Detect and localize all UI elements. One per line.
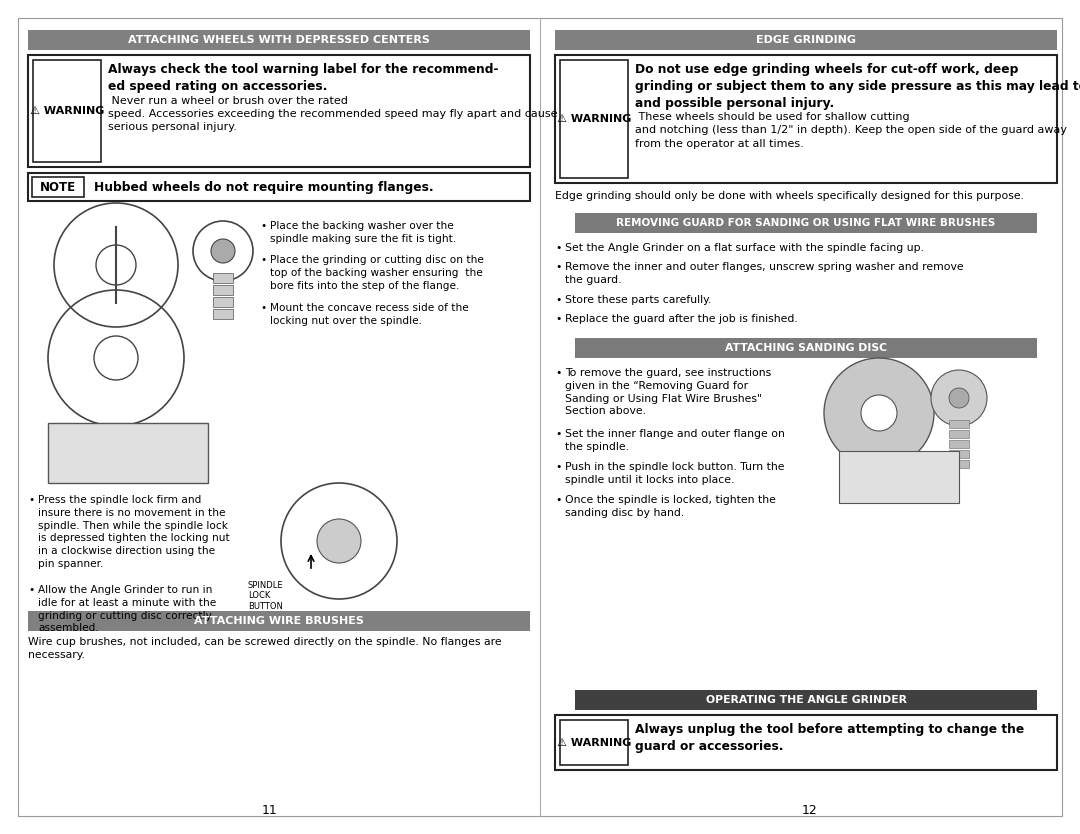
- Text: Replace the guard after the job is finished.: Replace the guard after the job is finis…: [565, 314, 798, 324]
- Circle shape: [318, 519, 361, 563]
- Text: Place the backing washer over the
spindle making sure the fit is tight.: Place the backing washer over the spindl…: [270, 221, 456, 244]
- Text: Once the spindle is locked, tighten the
sanding disc by hand.: Once the spindle is locked, tighten the …: [565, 495, 775, 518]
- Text: Set the Angle Grinder on a flat surface with the spindle facing up.: Set the Angle Grinder on a flat surface …: [565, 243, 924, 253]
- Circle shape: [211, 239, 235, 263]
- Text: ATTACHING SANDING DISC: ATTACHING SANDING DISC: [725, 343, 887, 353]
- Bar: [575, 213, 1037, 233]
- Bar: [48, 423, 208, 483]
- Bar: [949, 460, 969, 468]
- Text: Always check the tool warning label for the recommend-
ed speed rating on access: Always check the tool warning label for …: [108, 63, 499, 93]
- Bar: [28, 611, 530, 631]
- Bar: [213, 273, 233, 283]
- Bar: [213, 309, 233, 319]
- Text: •: •: [555, 295, 562, 305]
- Bar: [561, 720, 627, 765]
- Text: Push in the spindle lock button. Turn the
spindle until it locks into place.: Push in the spindle lock button. Turn th…: [565, 462, 784, 485]
- Bar: [575, 338, 1037, 358]
- Bar: [949, 440, 969, 448]
- Bar: [555, 55, 1057, 183]
- Text: •: •: [555, 243, 562, 253]
- Text: •: •: [555, 368, 562, 378]
- Text: Edge grinding should only be done with wheels specifically designed for this pur: Edge grinding should only be done with w…: [555, 191, 1024, 201]
- Text: Wire cup brushes, not included, can be screwed directly on the spindle. No flang: Wire cup brushes, not included, can be s…: [28, 637, 501, 660]
- Text: OPERATING THE ANGLE GRINDER: OPERATING THE ANGLE GRINDER: [705, 695, 906, 705]
- Text: ⚠ WARNING: ⚠ WARNING: [557, 737, 631, 747]
- Bar: [213, 297, 233, 307]
- Text: •: •: [28, 495, 35, 505]
- Text: •: •: [555, 314, 562, 324]
- Text: Hubbed wheels do not require mounting flanges.: Hubbed wheels do not require mounting fl…: [94, 180, 434, 193]
- Text: Always unplug the tool before attempting to change the
guard or accessories.: Always unplug the tool before attempting…: [635, 723, 1024, 753]
- Text: Place the grinding or cutting disc on the
top of the backing washer ensuring  th: Place the grinding or cutting disc on th…: [270, 255, 484, 290]
- Text: Never run a wheel or brush over the rated
speed. Accessories exceeding the recom: Never run a wheel or brush over the rate…: [108, 96, 557, 133]
- Text: NOTE: NOTE: [40, 180, 76, 193]
- Text: ⚠ WARNING: ⚠ WARNING: [30, 106, 104, 116]
- Text: 12: 12: [802, 803, 818, 816]
- Text: Store these parts carefully.: Store these parts carefully.: [565, 295, 712, 305]
- Bar: [28, 55, 530, 167]
- Bar: [213, 285, 233, 295]
- Text: Press the spindle lock firm and
insure there is no movement in the
spindle. Then: Press the spindle lock firm and insure t…: [38, 495, 230, 569]
- Bar: [839, 451, 959, 503]
- Bar: [28, 173, 530, 201]
- Text: ⚠ WARNING: ⚠ WARNING: [557, 114, 631, 124]
- Bar: [28, 30, 530, 50]
- Bar: [949, 420, 969, 428]
- Text: •: •: [260, 303, 267, 313]
- Text: Remove the inner and outer flanges, unscrew spring washer and remove
the guard.: Remove the inner and outer flanges, unsc…: [565, 262, 963, 284]
- Text: •: •: [28, 585, 35, 595]
- Bar: [561, 60, 627, 178]
- Text: •: •: [260, 221, 267, 231]
- Text: Set the inner flange and outer flange on
the spindle.: Set the inner flange and outer flange on…: [565, 429, 785, 452]
- Text: •: •: [555, 429, 562, 439]
- Bar: [32, 177, 84, 197]
- Text: ATTACHING WHEELS WITH DEPRESSED CENTERS: ATTACHING WHEELS WITH DEPRESSED CENTERS: [129, 35, 430, 45]
- Text: •: •: [260, 255, 267, 265]
- Text: These wheels should be used for shallow cutting
and notching (less than 1/2" in : These wheels should be used for shallow …: [635, 113, 1067, 148]
- Circle shape: [861, 395, 897, 431]
- Circle shape: [824, 358, 934, 468]
- Text: Mount the concave recess side of the
locking nut over the spindle.: Mount the concave recess side of the loc…: [270, 303, 469, 326]
- Text: Do not use edge grinding wheels for cut-off work, deep
grinding or subject them : Do not use edge grinding wheels for cut-…: [635, 63, 1080, 110]
- Text: •: •: [555, 495, 562, 505]
- Text: REMOVING GUARD FOR SANDING OR USING FLAT WIRE BRUSHES: REMOVING GUARD FOR SANDING OR USING FLAT…: [617, 218, 996, 228]
- Bar: [949, 430, 969, 438]
- Text: Allow the Angle Grinder to run in
idle for at least a minute with the
grinding o: Allow the Angle Grinder to run in idle f…: [38, 585, 216, 633]
- Bar: [555, 30, 1057, 50]
- Bar: [555, 715, 1057, 770]
- Circle shape: [931, 370, 987, 426]
- Circle shape: [949, 388, 969, 408]
- Bar: [575, 690, 1037, 710]
- Text: To remove the guard, see instructions
given in the “Removing Guard for
Sanding o: To remove the guard, see instructions gi…: [565, 368, 771, 416]
- Text: 11: 11: [262, 803, 278, 816]
- Text: SPINDLE
LOCK
BUTTON: SPINDLE LOCK BUTTON: [248, 581, 284, 610]
- Bar: [949, 450, 969, 458]
- Text: •: •: [555, 462, 562, 472]
- Text: •: •: [555, 262, 562, 272]
- Text: ATTACHING WIRE BRUSHES: ATTACHING WIRE BRUSHES: [194, 616, 364, 626]
- Text: EDGE GRINDING: EDGE GRINDING: [756, 35, 856, 45]
- Bar: [33, 60, 102, 162]
